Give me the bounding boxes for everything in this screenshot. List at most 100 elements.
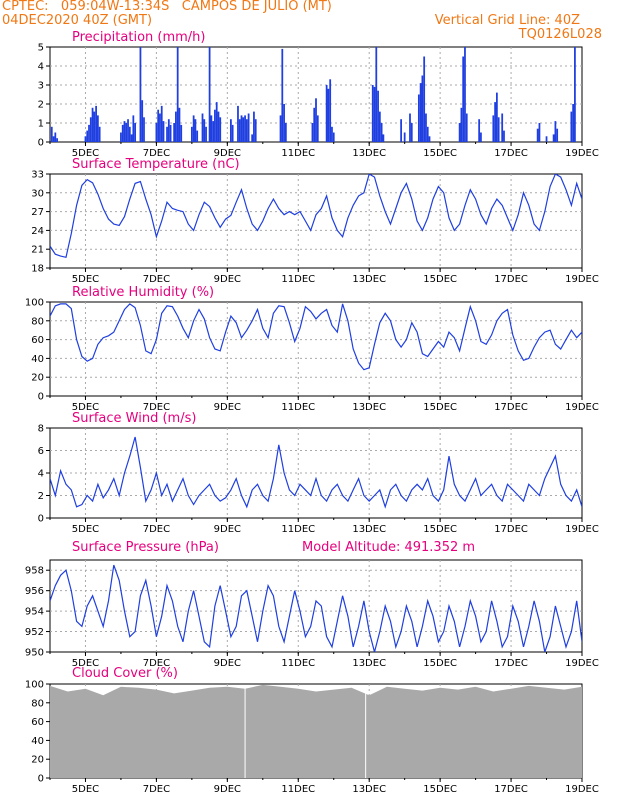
pres-xtick-label: 19DEC xyxy=(565,658,599,669)
pres-xtick-label: 17DEC xyxy=(494,658,528,669)
precip-bar xyxy=(371,85,374,142)
precip-bar xyxy=(166,126,168,142)
wind-xtick-label: 11DEC xyxy=(281,524,315,535)
precip-bar xyxy=(176,47,179,142)
temp-xtick-label: 15DEC xyxy=(423,274,457,285)
precip-bar xyxy=(410,123,413,142)
precip-bar xyxy=(130,134,133,142)
precip-bar xyxy=(403,132,406,142)
precip-bar xyxy=(120,132,122,142)
pres-ytick-label: 958 xyxy=(25,566,44,577)
pres-xtick-label: 13DEC xyxy=(352,658,386,669)
precip-bar xyxy=(139,47,142,142)
precip-bar xyxy=(238,119,241,142)
precip-xtick-label: 19DEC xyxy=(565,148,599,159)
temp-title: Surface Temperature (nC) xyxy=(72,157,240,172)
pres-ytick-label: 952 xyxy=(25,627,44,638)
rh-xtick-label: 13DEC xyxy=(352,402,386,413)
precip-bar xyxy=(56,138,58,142)
precip-bar xyxy=(497,117,500,142)
wind-xtick-label: 13DEC xyxy=(352,524,386,535)
precip-bar xyxy=(219,117,222,142)
temp-ytick-label: 24 xyxy=(31,226,44,237)
precip-bar xyxy=(134,123,137,142)
precip-bar xyxy=(327,88,330,142)
cloud-xtick-label: 17DEC xyxy=(494,784,528,795)
precip-bar xyxy=(54,132,57,142)
cloud-ytick-label: 40 xyxy=(31,736,44,747)
cloud-area xyxy=(50,684,582,778)
pres-xtick-label: 5DEC xyxy=(72,658,99,669)
cloud-xtick-label: 11DEC xyxy=(281,784,315,795)
precip-bar xyxy=(464,47,466,142)
cloud-xtick-label: 19DEC xyxy=(565,784,599,795)
precip-bar xyxy=(503,130,505,142)
wind-title: Surface Wind (m/s) xyxy=(72,411,196,426)
precip-ytick-label: 4 xyxy=(38,62,44,73)
precip-bar xyxy=(552,134,555,142)
precip-bar xyxy=(492,115,495,142)
pres-line xyxy=(50,564,582,652)
rh-ytick-label: 40 xyxy=(31,354,44,365)
precip-bar xyxy=(208,47,211,142)
precip-bar xyxy=(231,124,234,142)
precip-bar xyxy=(501,113,504,142)
wind-xtick-label: 5DEC xyxy=(72,524,99,535)
precip-bar xyxy=(141,100,144,142)
cloud-title: Cloud Cover (%) xyxy=(72,666,178,681)
precip-bar xyxy=(240,115,243,142)
precip-bar xyxy=(157,109,160,142)
precip-bar xyxy=(91,107,94,142)
precip-bar xyxy=(329,79,332,142)
rh-xtick-label: 7DEC xyxy=(143,402,170,413)
precip-bar xyxy=(194,119,197,142)
precip-bar xyxy=(375,47,378,142)
precip-bar xyxy=(409,113,411,142)
rh-xtick-label: 5DEC xyxy=(72,402,99,413)
rh-xtick-label: 15DEC xyxy=(423,402,457,413)
precip-bar xyxy=(545,136,548,142)
precip-bar xyxy=(378,111,381,142)
temp-line xyxy=(50,174,582,259)
precip-bar xyxy=(125,123,128,142)
precip-bar xyxy=(229,119,232,142)
precip-bar xyxy=(173,123,176,142)
precip-xtick-label: 11DEC xyxy=(281,148,315,159)
precip-bar xyxy=(332,132,335,142)
precip-bar xyxy=(494,102,496,142)
cloud-ytick-label: 20 xyxy=(31,755,44,766)
pres-subtitle: Model Altitude: 491.352 m xyxy=(302,540,475,555)
precip-bar xyxy=(160,105,163,142)
precip-bar xyxy=(428,136,431,142)
precip-bar xyxy=(281,48,284,142)
pres-title: Surface Pressure (hPa) xyxy=(72,540,219,555)
header-line2-right: Vertical Grid Line: 40Z xyxy=(434,13,580,28)
precip-ytick-label: 3 xyxy=(38,81,44,92)
temp-xtick-label: 17DEC xyxy=(494,274,528,285)
precip-bar xyxy=(128,126,131,142)
precip-xtick-label: 17DEC xyxy=(494,148,528,159)
pres-ytick-label: 954 xyxy=(25,607,44,618)
temp-xtick-label: 5DEC xyxy=(72,274,99,285)
precip-bar xyxy=(423,56,426,142)
precip-panel: 0 1 2 3 4 5 5DEC 7DEC 9DEC 11DEC 13DEC 15DEC 17DEC 19… xyxy=(38,30,599,159)
precip-bar xyxy=(192,115,195,142)
precip-bar xyxy=(421,75,424,142)
pres-panel: 950 952 954 956 958 5DEC 7DEC 9DEC 11DEC 13DEC 15D… xyxy=(25,540,599,669)
cloud-ytick-label: 80 xyxy=(31,698,44,709)
pres-ytick-label: 956 xyxy=(25,586,44,597)
precip-bar xyxy=(88,124,90,142)
precip-ytick-label: 1 xyxy=(38,119,44,130)
precip-bar xyxy=(132,115,135,142)
precip-bar xyxy=(244,115,246,142)
precip-bar xyxy=(210,115,213,142)
precip-bar xyxy=(426,126,429,142)
precip-bar xyxy=(331,126,333,142)
temp-xtick-label: 13DEC xyxy=(352,274,386,285)
rh-line xyxy=(50,303,582,371)
precip-bar xyxy=(570,111,573,142)
wind-xtick-label: 7DEC xyxy=(143,524,170,535)
precip-bar xyxy=(84,136,87,142)
precip-bar xyxy=(538,123,541,142)
precip-xtick-label: 13DEC xyxy=(352,148,386,159)
